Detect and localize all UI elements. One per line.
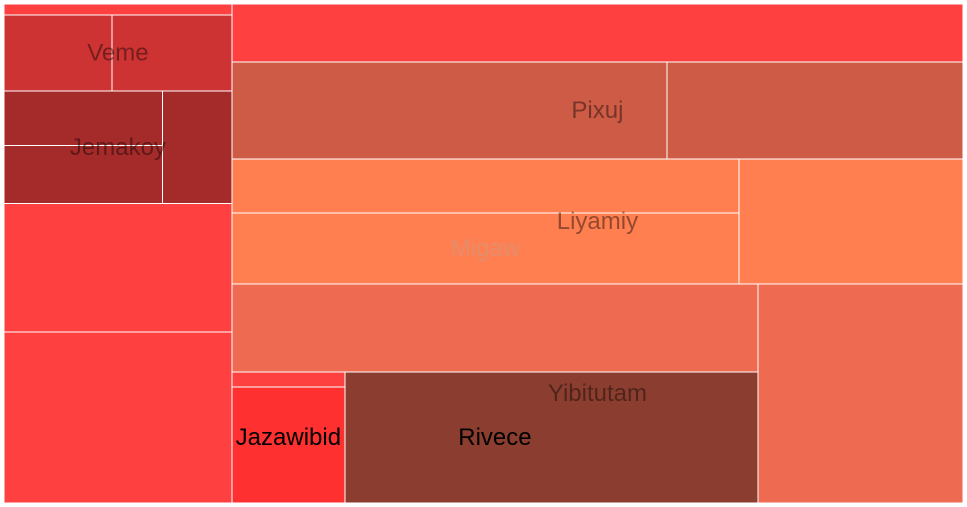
treemap-label-migaw: Migaw — [451, 235, 521, 262]
treemap-cell — [666, 61, 964, 160]
treemap-cell-migaw — [231, 212, 740, 285]
treemap-cell — [231, 371, 346, 388]
treemap-cell — [231, 158, 740, 214]
treemap-cells — [3, 3, 964, 504]
treemap-cell — [231, 283, 759, 373]
treemap-label-liyamiy: Liyamiy — [557, 208, 638, 235]
treemap-cell — [231, 386, 346, 504]
treemap-cell — [3, 331, 233, 504]
treemap-label-yibitutam: Yibitutam — [548, 380, 647, 407]
treemap-cell — [3, 3, 233, 16]
treemap-cell — [231, 61, 668, 160]
treemap-label-veme: Veme — [87, 39, 148, 66]
treemap-cell — [757, 283, 964, 504]
treemap-cell — [738, 158, 964, 285]
treemap-label-jazawibid: Jazawibid — [236, 424, 341, 451]
treemap-labels: Veme Jemakoy Pixuj Liyamiy Migaw Yibitutam Riv… — [70, 39, 647, 451]
treemap-cell — [344, 371, 759, 504]
treemap-cell — [3, 203, 233, 333]
treemap-label-pixuj: Pixuj — [571, 97, 623, 124]
treemap-label-rivece: Rivece — [458, 424, 531, 451]
treemap-cell — [162, 90, 233, 205]
treemap-cell — [231, 3, 964, 63]
treemap-label-jemakoy: Jemakoy — [70, 134, 166, 161]
